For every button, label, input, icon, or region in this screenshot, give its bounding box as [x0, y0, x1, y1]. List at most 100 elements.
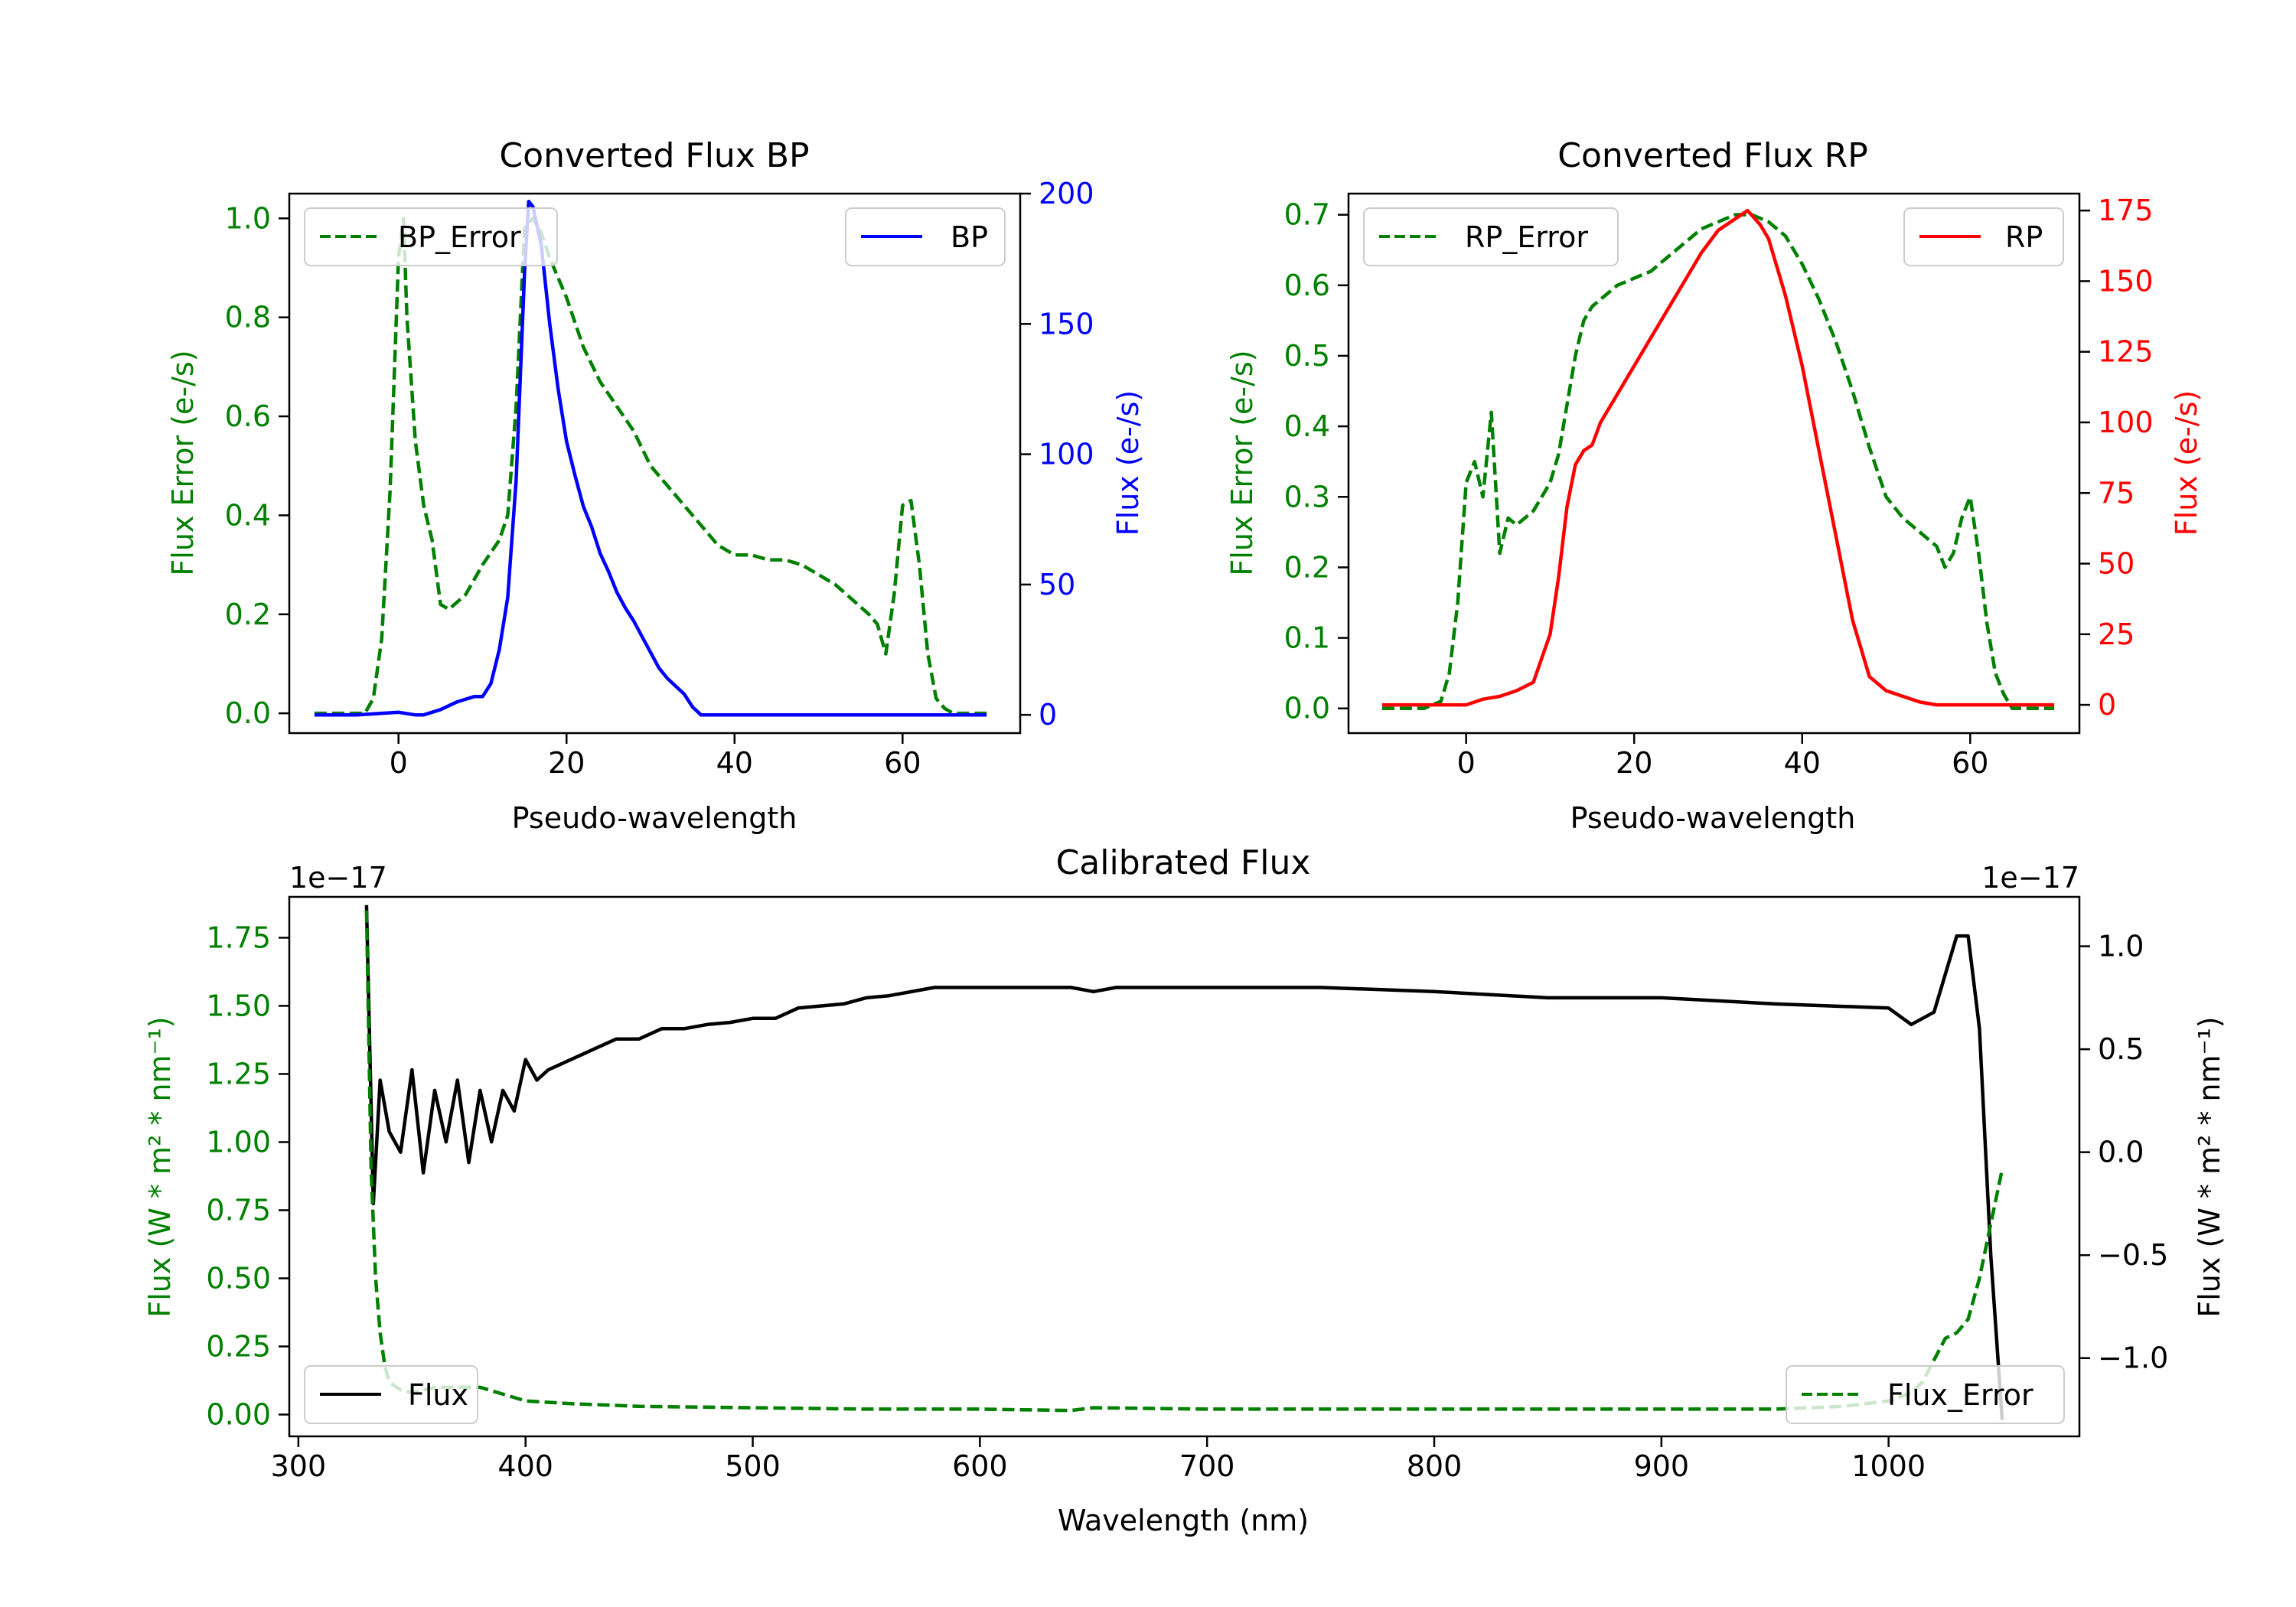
calibrated-ytick-left-label: 0.25 — [206, 1330, 271, 1364]
calibrated-ytick-left-label: 0.00 — [206, 1398, 271, 1432]
bp-ytick-left-label: 0.2 — [225, 598, 271, 631]
rp-legend-right-label: RP — [2005, 220, 2043, 254]
calibrated-series-flux-error — [364, 910, 2004, 1413]
rp-ytick-left-label: 0.2 — [1284, 550, 1330, 584]
rp-xtick-label: 0 — [1457, 746, 1476, 780]
bp-ytick-right-label: 200 — [1039, 177, 1094, 210]
rp-ytick-right-label: 25 — [2098, 618, 2135, 651]
bp-legend-left-box — [304, 207, 558, 266]
bp-ytick-left-label: 0.6 — [225, 399, 271, 433]
bp-xtick-label: 60 — [884, 746, 921, 780]
calibrated-ytick-left-label: 0.75 — [206, 1193, 271, 1227]
calibrated-ytick-right-label: 0.0 — [2098, 1136, 2144, 1169]
rp-title: Converted Flux RP — [1557, 136, 1868, 175]
rp-ylabel-right: Flux (e-/s) — [2170, 390, 2203, 536]
rp-ytick-right-label: 175 — [2098, 194, 2154, 227]
calibrated-xtick-label: 1000 — [1851, 1449, 1926, 1483]
rp-ytick-left-label: 0.5 — [1284, 339, 1330, 373]
rp-xtick-label: 40 — [1784, 746, 1821, 780]
rp-legend-left-label: RP_Error — [1465, 220, 1588, 254]
calibrated-xtick-label: 600 — [952, 1449, 1008, 1483]
bp-series-bp — [314, 199, 987, 717]
calibrated-xtick-label: 800 — [1407, 1449, 1463, 1483]
calibrated-legend-right: Flux_Error — [1786, 1365, 2065, 1424]
calibrated-ytick-left-label: 1.25 — [206, 1057, 271, 1090]
calibrated-xtick-label: 400 — [497, 1449, 553, 1483]
bp-legend-right-label: BP — [951, 220, 988, 254]
calibrated-ytick-right-label: −1.0 — [2098, 1341, 2168, 1375]
calibrated-legend-left-label: Flux — [408, 1378, 468, 1412]
calibrated-ylabel-left: Flux (W * m² * nm⁻¹) — [143, 1016, 177, 1317]
bp-title: Converted Flux BP — [499, 136, 809, 175]
bp-ytick-left-label: 0.0 — [225, 696, 271, 730]
bp-plot-frame — [288, 192, 1022, 735]
calibrated-legend-right-label: Flux_Error — [1887, 1378, 2033, 1412]
rp-ytick-left-label: 0.6 — [1284, 269, 1330, 302]
bp-xtick-label: 20 — [548, 746, 585, 780]
rp-ytick-left-label: 0.1 — [1284, 621, 1330, 655]
rp-series-layer — [1381, 208, 2055, 710]
calibrated-title: Calibrated Flux — [1056, 843, 1311, 882]
rp-ytick-left-label: 0.3 — [1284, 480, 1330, 513]
calibrated-xtick-label: 300 — [271, 1449, 327, 1483]
calibrated-xtick-label: 500 — [725, 1449, 781, 1483]
calibrated-ticks-layer: 300 400 500 600 700 800 900 1000 0.00 0.25 0.50 0.7… — [206, 921, 2168, 1483]
calibrated-panel: Calibrated Flux 1e−17 1e−17 300 400 500 600… — [143, 843, 2226, 1537]
bp-ylabel-right: Flux (e-/s) — [1111, 390, 1145, 536]
rp-ytick-left-label: 0.4 — [1284, 409, 1330, 443]
calibrated-ytick-right-label: 0.5 — [2098, 1032, 2144, 1066]
bp-ytick-right-label: 100 — [1039, 438, 1094, 471]
bp-ytick-left-label: 0.8 — [225, 301, 271, 334]
rp-ytick-right-label: 50 — [2098, 547, 2135, 581]
rp-ylabel-left: Flux Error (e-/s) — [1225, 350, 1259, 575]
calibrated-offset-left: 1e−17 — [289, 861, 387, 895]
bp-ytick-left-label: 1.0 — [225, 201, 271, 235]
calibrated-series-layer — [364, 905, 2004, 1420]
calibrated-offset-right: 1e−17 — [1981, 861, 2079, 895]
bp-legend-left-label: BP_Error — [398, 220, 521, 254]
calibrated-ytick-left-label: 1.50 — [206, 989, 271, 1022]
calibrated-xtick-label: 900 — [1634, 1449, 1690, 1483]
bp-series-bp-error — [314, 217, 987, 715]
rp-ytick-right-label: 0 — [2098, 688, 2116, 722]
rp-ytick-right-label: 125 — [2098, 335, 2154, 369]
rp-ytick-left-label: 0.7 — [1284, 198, 1330, 232]
bp-ytick-left-label: 0.4 — [225, 498, 271, 532]
bp-xlabel: Pseudo-wavelength — [512, 801, 797, 835]
rp-xlabel: Pseudo-wavelength — [1570, 801, 1856, 835]
rp-plot-frame — [1347, 192, 2081, 735]
bp-legend-right-box — [845, 207, 1006, 266]
calibrated-legend-right-box — [1786, 1365, 2065, 1424]
calibrated-series-flux — [364, 905, 2004, 1420]
bp-xtick-label: 40 — [716, 746, 753, 780]
bp-ytick-right-label: 50 — [1039, 568, 1075, 601]
rp-legend-right-box — [1903, 207, 2064, 266]
calibrated-ytick-right-label: 1.0 — [2098, 930, 2144, 963]
calibrated-legend-left: Flux — [304, 1365, 478, 1424]
bp-legend-left: BP_Error — [304, 207, 558, 266]
rp-ytick-right-label: 100 — [2098, 406, 2154, 439]
calibrated-ytick-left-label: 1.75 — [206, 921, 271, 954]
rp-series-rp — [1381, 208, 2055, 707]
bp-ticks-layer: 0 20 40 60 0.0 0.2 0.4 0.6 0.8 1.0 0 50 100 150 200 — [225, 177, 1094, 780]
calibrated-ylabel-right: Flux (W * m² * nm⁻¹) — [2193, 1016, 2226, 1317]
calibrated-xtick-label: 700 — [1179, 1449, 1235, 1483]
rp-panel: Converted Flux RP 0 20 40 60 0.0 0.1 0.2 0.3 0.4… — [1225, 136, 2203, 835]
calibrated-ytick-left-label: 1.00 — [206, 1125, 271, 1159]
bp-legend-right: BP — [845, 207, 1006, 266]
bp-ytick-right-label: 150 — [1039, 307, 1094, 341]
calibrated-legend-left-box — [304, 1365, 478, 1424]
bp-panel: Converted Flux BP 0 20 40 60 0.0 0.2 0.4 0.6 0.8… — [166, 136, 1145, 835]
bp-ylabel-left: Flux Error (e-/s) — [166, 350, 200, 575]
rp-legend-left: RP_Error — [1363, 207, 1619, 266]
rp-legend-left-box — [1363, 207, 1619, 266]
rp-ticks-layer: 0 20 40 60 0.0 0.1 0.2 0.3 0.4 0.5 0.6 0.7 0 25 50 75 10… — [1284, 194, 2154, 780]
rp-xtick-label: 60 — [1952, 746, 1988, 780]
rp-series-rp-error — [1381, 213, 2055, 710]
calibrated-ytick-left-label: 0.50 — [206, 1261, 271, 1295]
rp-xtick-label: 20 — [1616, 746, 1652, 780]
rp-legend-right: RP — [1903, 207, 2064, 266]
calibrated-ytick-right-label: −0.5 — [2098, 1238, 2168, 1272]
rp-ytick-right-label: 75 — [2098, 476, 2135, 510]
